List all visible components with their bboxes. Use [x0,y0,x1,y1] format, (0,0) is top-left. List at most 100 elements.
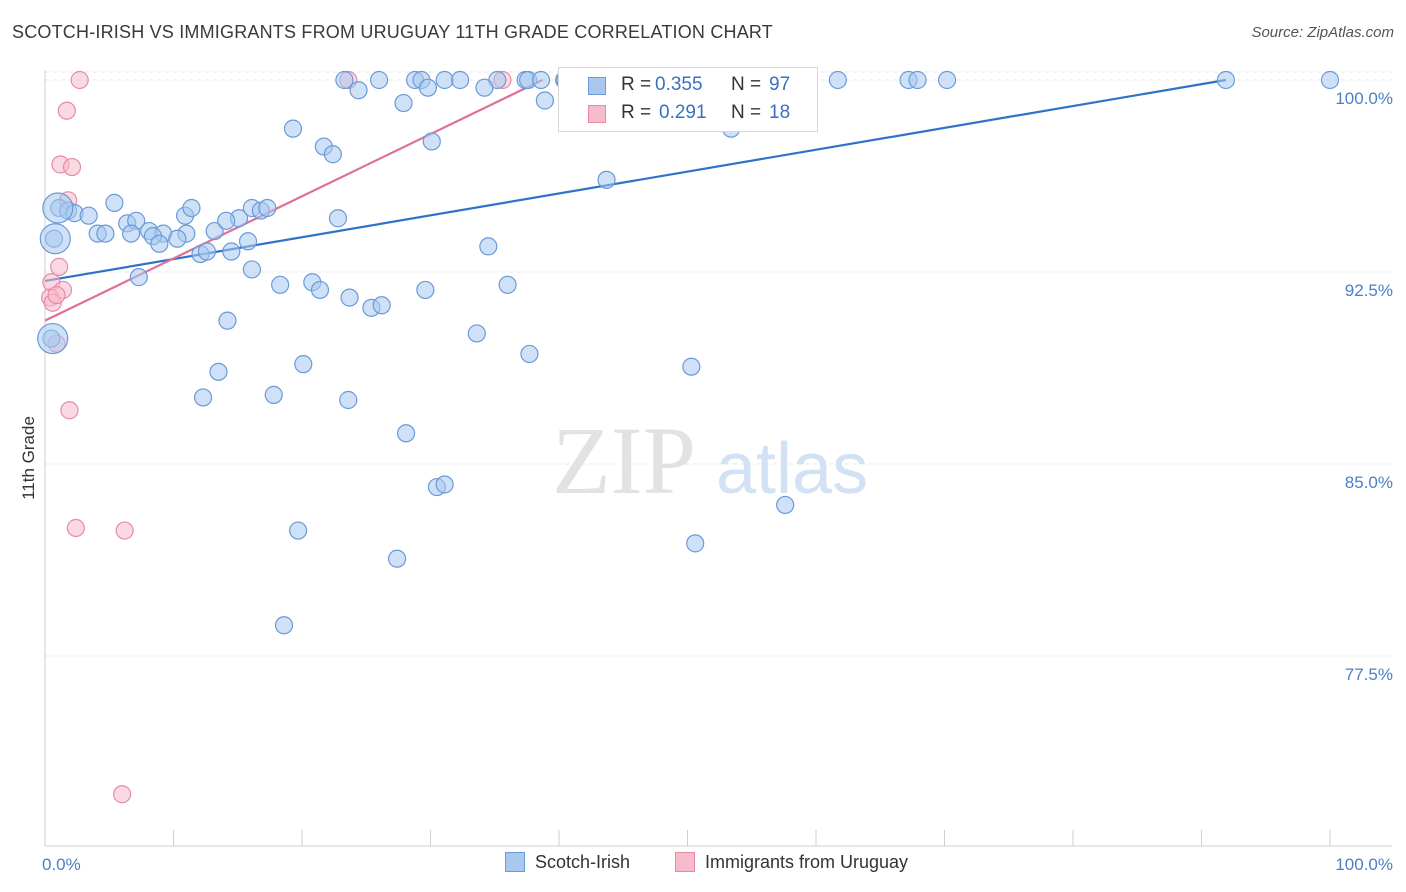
scotch-irish-point [271,275,290,294]
legend-swatch-pink [588,105,606,123]
scotch-irish-point [396,424,416,443]
scotch-irish-point [328,209,348,228]
y-tick-label-2: 85.0% [1345,473,1393,492]
scotch-irish-point [96,224,115,243]
scotch-irish-point [686,534,705,553]
scotch-irish-point [435,475,454,494]
uruguay-point [47,285,66,305]
scotch-irish-large-point [42,192,74,224]
r-value-scotch-irish: 0.355 [655,74,703,95]
bottom-legend-uruguay: Immigrants from Uruguay [675,852,908,873]
y-tick-label-0: 100.0% [1335,89,1393,108]
scotch-irish-point [1320,70,1340,90]
grid-lines [45,71,1392,657]
scotch-irish-point [323,145,342,164]
watermark-atlas: atlas [716,429,868,509]
uruguay-point [70,70,89,90]
scotch-irish-point [467,324,486,343]
legend-swatch-blue [588,77,606,95]
y-axis-label: 11th Grade [19,416,38,500]
scotch-irish-point [535,91,554,110]
x-tick-label-1: 100.0% [1335,855,1393,874]
scotch-irish-point [339,390,358,410]
scotch-irish-point [264,385,283,404]
scotch-irish-point [150,234,169,253]
scotch-irish-point [450,70,470,90]
scotch-irish-point [828,70,847,90]
scotch-irish-point [776,495,795,515]
scotch-irish-point [370,70,389,90]
scotch-irish-point [387,549,407,568]
scotch-irish-point [197,242,217,261]
scotch-irish-point [205,221,224,241]
scotch-irish-point [294,355,313,374]
y-tick-label-1: 92.5% [1345,281,1393,300]
uruguay-point [60,401,79,420]
uruguay-point [112,785,132,804]
n-label: N = [731,74,762,95]
scotch-irish-point [217,211,236,230]
legend-label-uruguay: Immigrants from Uruguay [705,852,909,872]
scotch-irish-point [209,362,228,381]
x-tick-label-0: 0.0% [42,855,81,874]
scotch-irish-point [498,275,517,294]
scotch-irish-point [258,198,277,218]
scotch-irish-point [479,237,498,256]
legend-label-scotch-irish: Scotch-Irish [535,852,631,872]
tick-labels: 100.0% 92.5% 85.0% 77.5% 0.0% 100.0% [42,89,1393,874]
scotch-irish-point [283,119,303,138]
n-value-scotch-irish: 97 [769,74,791,95]
scotch-irish-point [908,70,927,90]
n-label: N = [731,102,762,123]
watermark-zip: ZIP [552,407,696,514]
uruguay-point [50,257,69,276]
scotch-irish-point [335,70,354,90]
scotch-irish-point [79,206,98,225]
scotch-irish-large-point [37,322,69,355]
scotch-irish-point [105,193,124,212]
trend-line-uruguay [44,79,543,322]
scotch-irish-point [222,242,241,261]
r-label: R = [621,74,652,95]
scotch-irish-point [682,357,701,376]
chart-title: SCOTCH-IRISH VS IMMIGRANTS FROM URUGUAY … [12,22,773,42]
scotch-irish-point [422,132,441,151]
y-tick-label-3: 77.5% [1345,665,1393,684]
scotch-irish-point [597,170,616,189]
uruguay-point [66,518,85,538]
scotch-irish-point [242,260,261,279]
scotch-irish-point [310,280,330,300]
scotch-irish-point [274,616,294,635]
scotch-irish-point [289,521,308,540]
scotch-irish-point [531,70,551,90]
scotch-irish-point [121,224,141,243]
scotch-irish-point [520,344,539,364]
scotch-irish-point [218,311,237,330]
scotch-irish-point [193,388,213,407]
r-value-uruguay: 0.291 [659,102,707,123]
scotch-irish-point [394,93,413,113]
scotch-irish-large-point [39,223,71,255]
source-label: Source: ZipAtlas.com [1251,24,1394,41]
scotch-irish-point [238,232,258,251]
legend-swatch-blue [505,852,525,872]
scotch-irish-point [416,280,435,300]
uruguay-point [62,157,82,177]
n-value-uruguay: 18 [769,102,791,123]
r-label: R = [621,102,652,123]
scotch-irish-point [168,229,187,248]
stats-legend: R = 0.355 N = 97 R = 0.291 N = 18 [558,67,818,132]
scotch-irish-point [340,288,359,307]
scotch-irish-point [372,296,391,315]
scotch-irish-point [129,268,148,287]
scotch-irish-point [475,78,494,97]
legend-swatch-pink [675,852,695,872]
uruguay-point [115,521,134,540]
scotch-irish-point [937,70,957,90]
scotch-irish-point [182,198,201,218]
uruguay-point [57,101,76,120]
scotch-irish-point [418,78,438,97]
bottom-legend-scotch-irish: Scotch-Irish [505,852,630,873]
scotch-irish-point [349,81,368,100]
